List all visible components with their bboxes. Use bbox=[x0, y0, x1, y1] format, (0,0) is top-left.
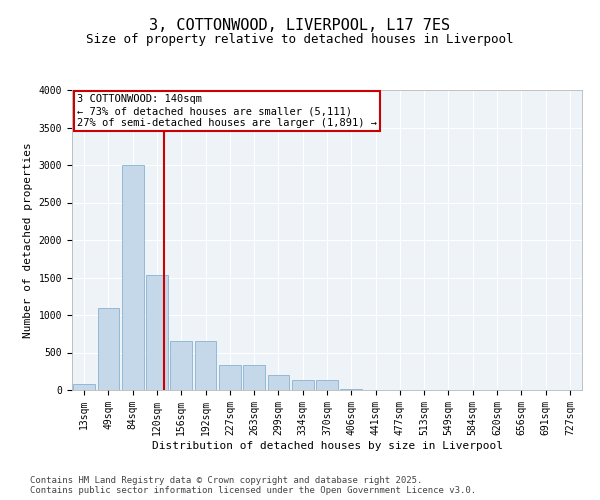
Text: 3 COTTONWOOD: 140sqm
← 73% of detached houses are smaller (5,111)
27% of semi-de: 3 COTTONWOOD: 140sqm ← 73% of detached h… bbox=[77, 94, 377, 128]
Bar bbox=[292, 380, 314, 390]
Text: 3, COTTONWOOD, LIVERPOOL, L17 7ES: 3, COTTONWOOD, LIVERPOOL, L17 7ES bbox=[149, 18, 451, 32]
Bar bbox=[73, 384, 95, 390]
Text: Size of property relative to detached houses in Liverpool: Size of property relative to detached ho… bbox=[86, 32, 514, 46]
Bar bbox=[243, 364, 265, 390]
Bar bbox=[146, 275, 168, 390]
Bar bbox=[268, 376, 289, 390]
Bar bbox=[316, 380, 338, 390]
Y-axis label: Number of detached properties: Number of detached properties bbox=[23, 142, 33, 338]
Text: Contains HM Land Registry data © Crown copyright and database right 2025.
Contai: Contains HM Land Registry data © Crown c… bbox=[30, 476, 476, 495]
Bar bbox=[170, 341, 192, 390]
Bar bbox=[122, 165, 143, 390]
Bar bbox=[340, 388, 362, 390]
X-axis label: Distribution of detached houses by size in Liverpool: Distribution of detached houses by size … bbox=[151, 440, 503, 450]
Bar bbox=[194, 341, 217, 390]
Bar bbox=[219, 364, 241, 390]
Bar bbox=[97, 308, 119, 390]
